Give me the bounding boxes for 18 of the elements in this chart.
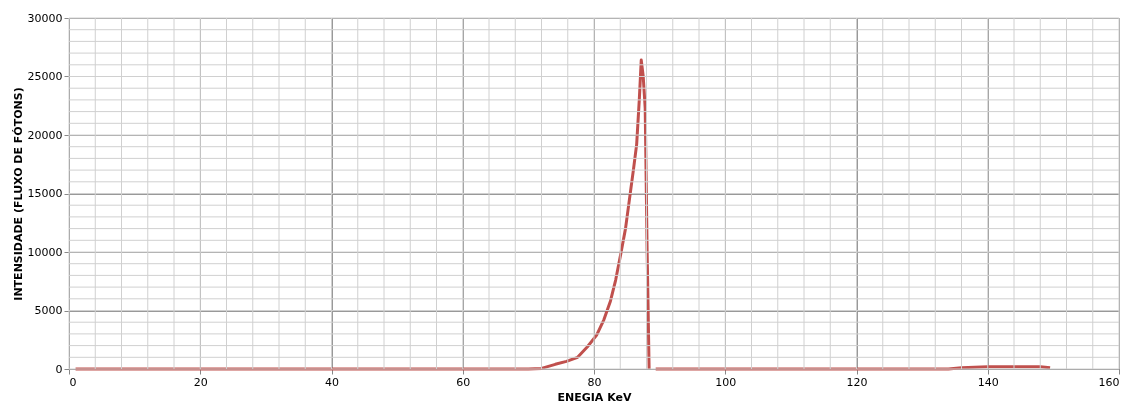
x-tick-label: 100 (715, 375, 737, 389)
y-axis-title: INTENSIDADE (FLUXO DE FÓTONS) (11, 87, 25, 301)
y-tick-label: 30000 (27, 11, 63, 25)
x-tick-label: 40 (325, 375, 339, 389)
x-tick-label: 140 (977, 375, 999, 389)
y-tick-label: 5000 (34, 304, 63, 317)
y-tick-label: 20000 (27, 128, 63, 142)
x-tick-label: 20 (193, 375, 208, 389)
x-tick-label: 160 (1098, 375, 1120, 389)
y-tick-label: 10000 (27, 245, 63, 259)
x-tick-label: 60 (456, 375, 471, 389)
x-tick-label: 0 (69, 375, 77, 389)
y-tick-label: 15000 (27, 187, 63, 200)
x-tick-label: 120 (846, 375, 868, 389)
y-tick-label: 25000 (27, 70, 63, 83)
x-axis-title: ENEGIA KeV (557, 390, 632, 404)
x-tick-label: 80 (587, 375, 602, 389)
y-tick-label: 0 (55, 362, 63, 376)
